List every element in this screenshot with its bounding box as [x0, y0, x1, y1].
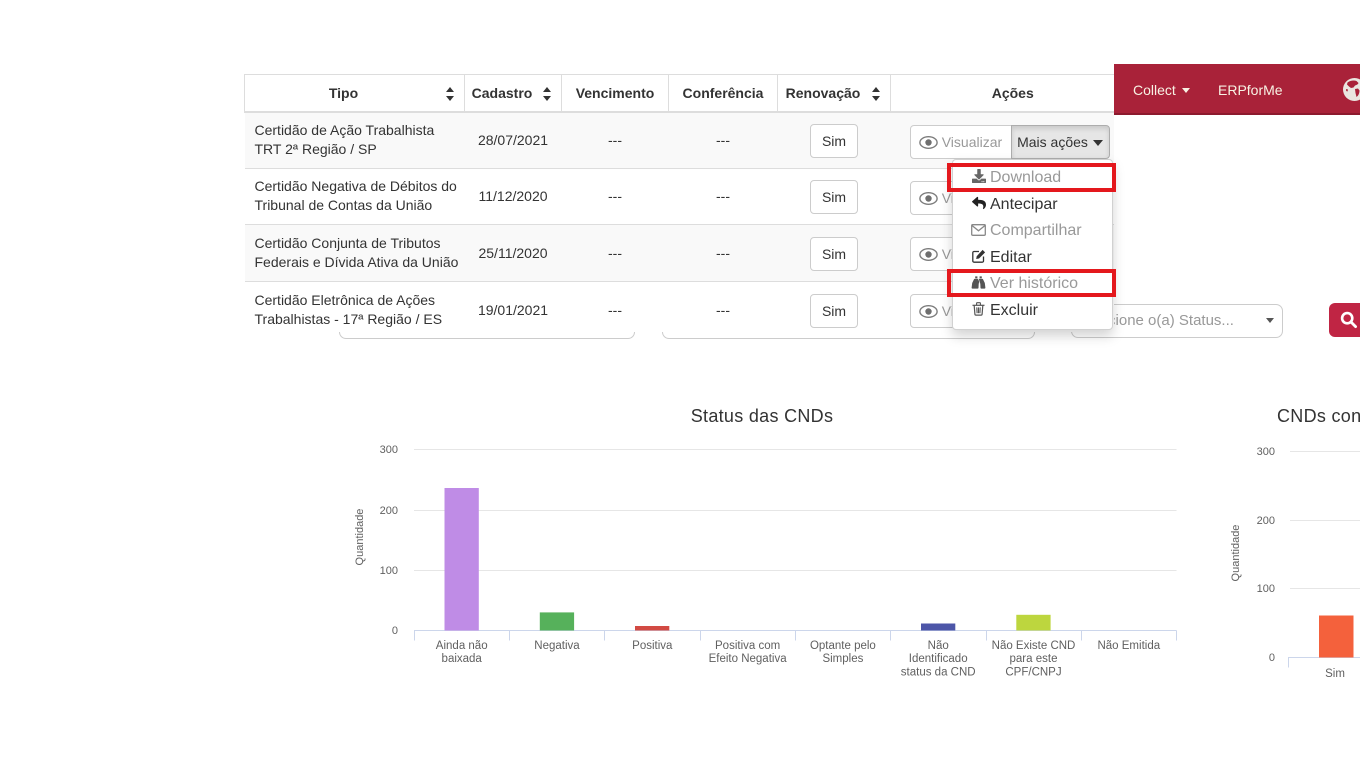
- svg-text:Positiva: Positiva: [632, 640, 673, 652]
- svg-text:Quantidade: Quantidade: [1230, 525, 1242, 582]
- svg-text:200: 200: [380, 505, 398, 517]
- svg-text:baixada: baixada: [442, 653, 483, 665]
- svg-text:Negativa: Negativa: [534, 640, 580, 652]
- svg-text:Não: Não: [928, 640, 949, 652]
- svg-text:Simples: Simples: [822, 653, 863, 665]
- svg-text:para este: para este: [1010, 653, 1058, 665]
- svg-text:CPF/CNPJ: CPF/CNPJ: [1005, 666, 1061, 678]
- svg-text:0: 0: [392, 625, 398, 637]
- svg-text:300: 300: [380, 444, 398, 456]
- svg-text:Não Emitida: Não Emitida: [1097, 640, 1160, 652]
- svg-text:300: 300: [1257, 446, 1275, 458]
- svg-text:Sim: Sim: [1325, 668, 1345, 680]
- svg-text:status da CND: status da CND: [901, 666, 976, 678]
- svg-text:Positiva com: Positiva com: [715, 640, 780, 652]
- svg-text:Ainda não: Ainda não: [436, 640, 488, 652]
- svg-text:Quantidade: Quantidade: [354, 509, 366, 566]
- svg-text:Identificado: Identificado: [909, 653, 968, 665]
- svg-text:CNDs confe: CNDs confe: [1277, 406, 1360, 426]
- svg-text:0: 0: [1269, 652, 1275, 664]
- svg-text:200: 200: [1257, 515, 1275, 527]
- svg-text:100: 100: [380, 565, 398, 577]
- svg-text:100: 100: [1257, 583, 1275, 595]
- svg-text:Optante pelo: Optante pelo: [810, 640, 876, 652]
- svg-text:Status das CNDs: Status das CNDs: [691, 406, 834, 426]
- svg-text:Não Existe CND: Não Existe CND: [992, 640, 1076, 652]
- svg-text:Efeito Negativa: Efeito Negativa: [709, 653, 788, 665]
